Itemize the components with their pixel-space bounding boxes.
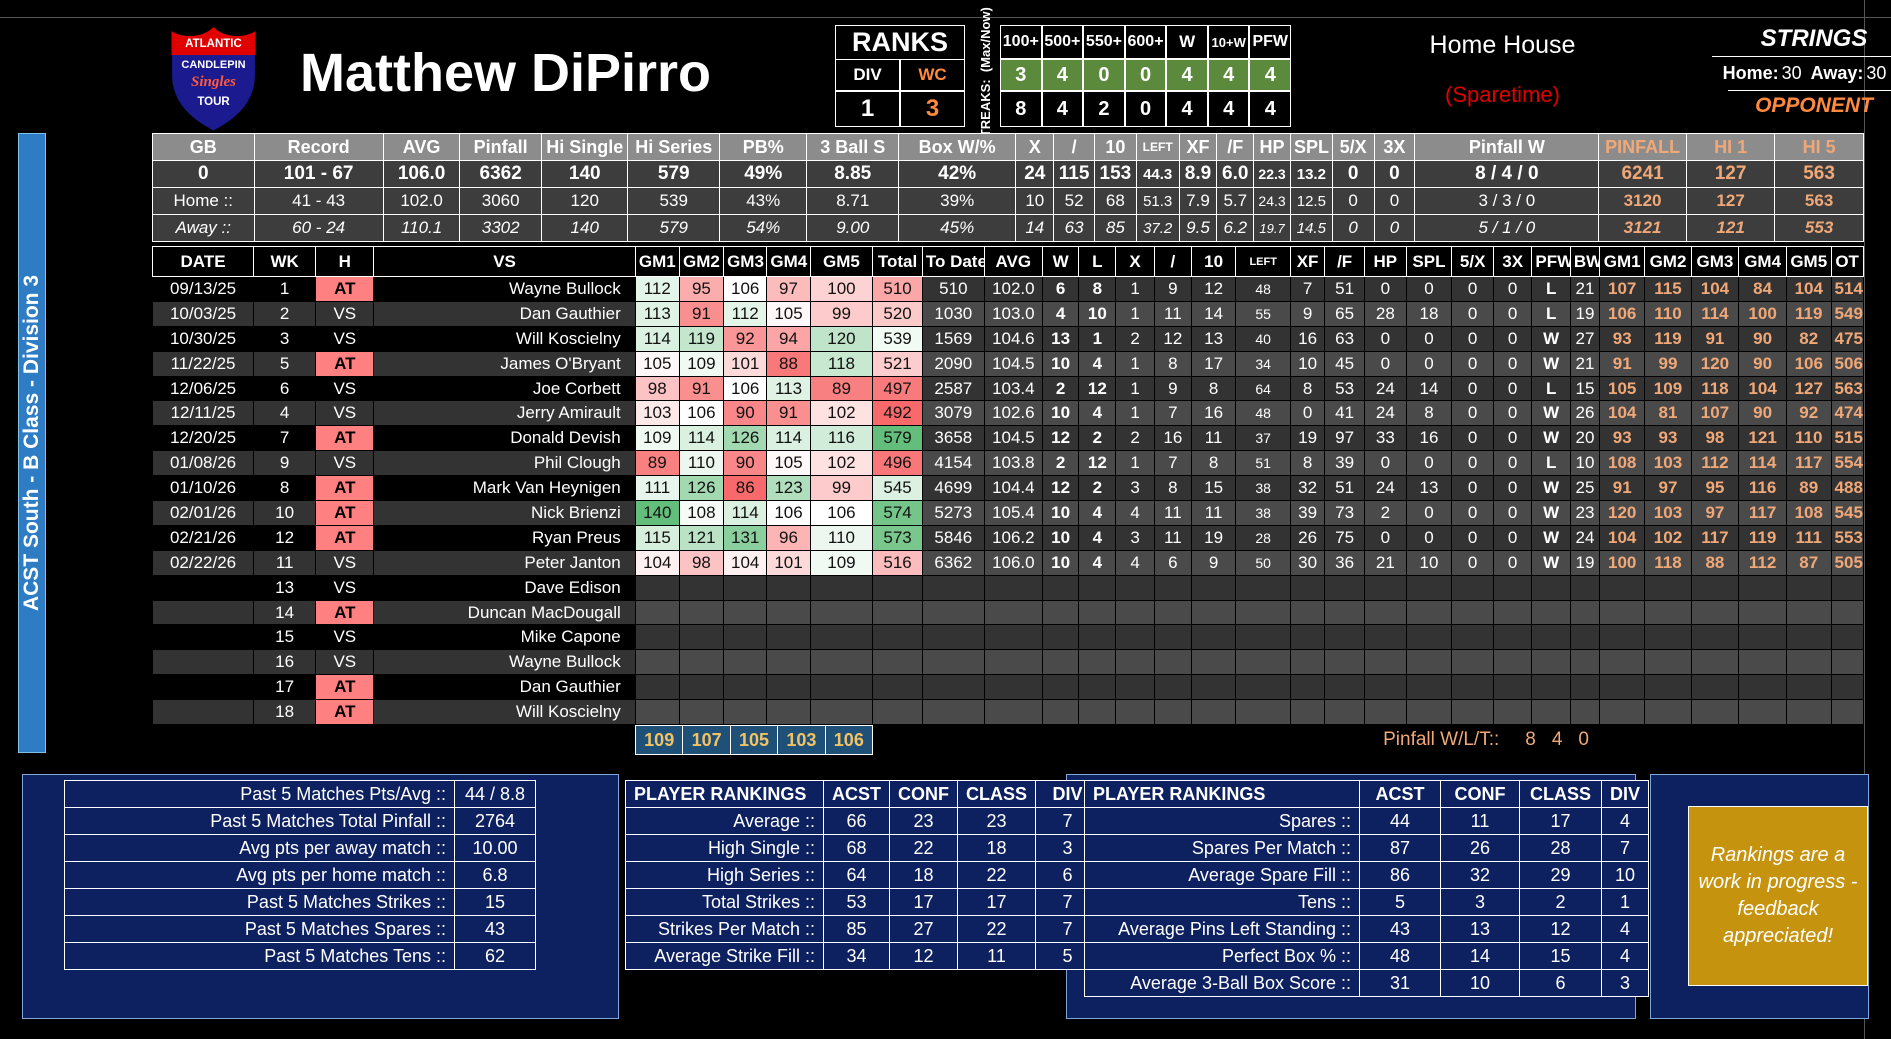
svg-text:CANDLEPIN: CANDLEPIN	[181, 59, 245, 71]
svg-text:ATLANTIC: ATLANTIC	[185, 38, 242, 50]
svg-text:Singles: Singles	[191, 74, 236, 90]
svg-text:TOUR: TOUR	[197, 96, 230, 108]
